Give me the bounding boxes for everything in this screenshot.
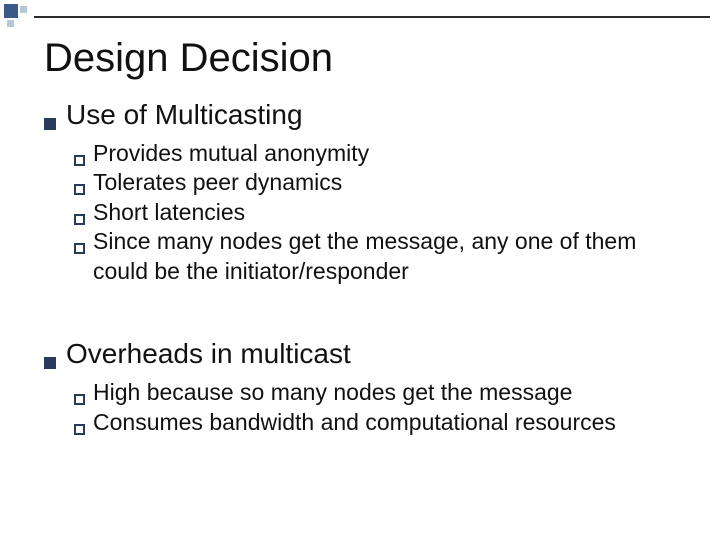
list-item-text: Short latencies bbox=[93, 198, 692, 227]
section-items: High because so many nodes get the messa… bbox=[74, 378, 692, 437]
open-square-bullet-icon bbox=[74, 155, 85, 166]
list-item-text: Since many nodes get the message, any on… bbox=[93, 227, 692, 286]
square-bullet-icon bbox=[44, 118, 56, 130]
open-square-bullet-icon bbox=[74, 424, 85, 435]
list-item-text: High because so many nodes get the messa… bbox=[93, 378, 692, 407]
list-item: Tolerates peer dynamics bbox=[74, 168, 692, 197]
open-square-bullet-icon bbox=[74, 214, 85, 225]
open-square-bullet-icon bbox=[74, 394, 85, 405]
slide-body: Design Decision Use of Multicasting Prov… bbox=[0, 0, 720, 540]
list-item-text: Provides mutual anonymity bbox=[93, 139, 692, 168]
section-heading: Use of Multicasting bbox=[44, 99, 692, 131]
list-item-text: Tolerates peer dynamics bbox=[93, 168, 692, 197]
list-item: High because so many nodes get the messa… bbox=[74, 378, 692, 407]
section-items: Provides mutual anonymity Tolerates peer… bbox=[74, 139, 692, 286]
list-item: Short latencies bbox=[74, 198, 692, 227]
slide-title: Design Decision bbox=[44, 36, 692, 81]
section-heading-text: Overheads in multicast bbox=[66, 338, 351, 370]
section-heading-text: Use of Multicasting bbox=[66, 99, 303, 131]
list-item: Provides mutual anonymity bbox=[74, 139, 692, 168]
open-square-bullet-icon bbox=[74, 184, 85, 195]
list-item-text: Consumes bandwidth and computational res… bbox=[93, 408, 692, 437]
section-heading: Overheads in multicast bbox=[44, 338, 692, 370]
list-item: Since many nodes get the message, any on… bbox=[74, 227, 692, 286]
list-item: Consumes bandwidth and computational res… bbox=[74, 408, 692, 437]
open-square-bullet-icon bbox=[74, 243, 85, 254]
square-bullet-icon bbox=[44, 357, 56, 369]
